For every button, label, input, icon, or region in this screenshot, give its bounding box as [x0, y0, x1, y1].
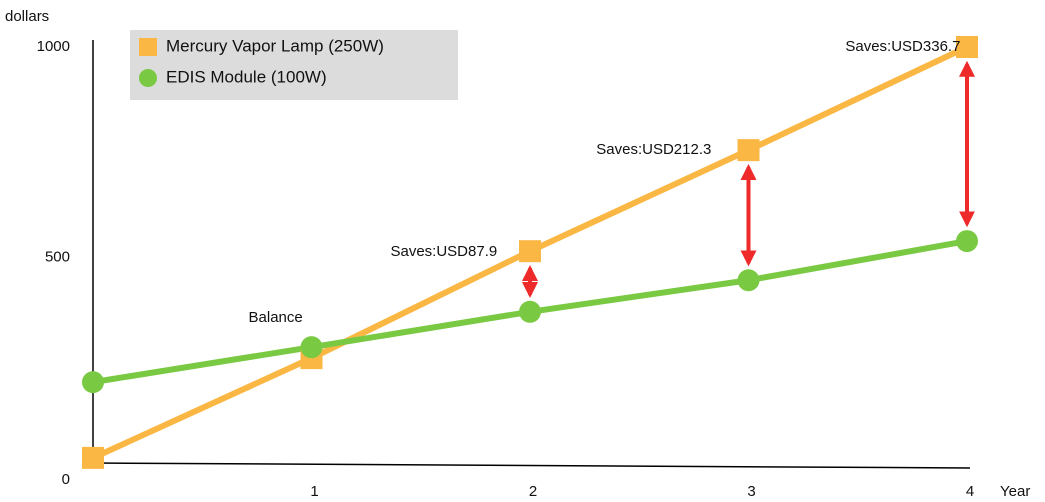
y-tick-label: 500	[45, 248, 70, 265]
annotation: Saves:USD336.7	[845, 38, 960, 55]
y-tick-label: 1000	[37, 38, 70, 55]
point	[519, 300, 541, 323]
x-axis	[92, 462, 971, 469]
point	[82, 446, 104, 469]
legend-marker	[139, 69, 157, 87]
y-axis-label: dollars	[5, 8, 49, 25]
point	[300, 336, 323, 359]
x-tick-label: 2	[529, 483, 537, 500]
point	[82, 371, 104, 394]
annotation: Saves:USD87.9	[390, 243, 497, 260]
point	[519, 240, 541, 263]
legend-label: Mercury Vapor Lamp (250W)	[166, 36, 384, 55]
point	[737, 139, 760, 162]
x-axis-label: Year	[1000, 483, 1030, 500]
y-tick-label: 0	[62, 471, 70, 488]
point	[737, 269, 760, 292]
point	[956, 36, 978, 58]
annotation: Saves:USD212.3	[596, 141, 711, 158]
x-tick-label: 1	[310, 483, 318, 500]
legend-box	[130, 30, 458, 100]
x-tick-label: 4	[966, 483, 974, 500]
point	[956, 230, 978, 253]
x-tick-label: 3	[747, 483, 755, 500]
legend-label: EDIS Module (100W)	[166, 67, 327, 86]
annotation: Balance	[249, 309, 303, 326]
legend-marker	[139, 38, 157, 56]
